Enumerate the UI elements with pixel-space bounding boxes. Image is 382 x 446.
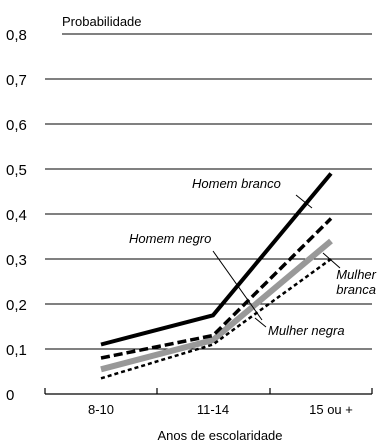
y-tick-label: 0,6 xyxy=(6,117,27,134)
y-tick-label: 0,8 xyxy=(6,27,27,44)
annotation-leader xyxy=(322,252,341,269)
x-tick-label: 8-10 xyxy=(88,402,114,417)
annotation-label: Mulher xyxy=(336,267,376,282)
y-tick-label: 0,4 xyxy=(6,207,27,224)
annotation-label: branca xyxy=(336,282,376,297)
annotation-label: Homem negro xyxy=(129,231,211,246)
x-tick-label: 11-14 xyxy=(197,402,229,417)
y-axis: 0 0,1 0,2 0,3 0,4 0,5 0,6 0,7 0,8 xyxy=(6,27,27,404)
y-tick-label: 0 xyxy=(6,387,14,404)
y-tick-label: 0,7 xyxy=(6,72,27,89)
y-axis-label: Probabilidade xyxy=(62,14,142,29)
x-axis: 8-10 11-14 15 ou + xyxy=(44,388,373,417)
y-tick-label: 0,2 xyxy=(6,297,27,314)
annotation-leader xyxy=(212,250,263,321)
y-tick-label: 0,5 xyxy=(6,162,27,179)
annotation-label: Homem branco xyxy=(192,176,281,191)
x-tick-label: 15 ou + xyxy=(309,402,353,417)
y-tick-label: 0,1 xyxy=(6,342,27,359)
series-lines xyxy=(100,172,333,380)
annotation-leader xyxy=(254,317,267,328)
series-line-homem-negro xyxy=(100,217,333,360)
y-tick-label: 0,3 xyxy=(6,252,27,269)
annotation-label: Mulher negra xyxy=(268,323,345,338)
annotation-leader xyxy=(295,194,313,209)
x-axis-label: Anos de escolaridade xyxy=(157,428,282,443)
series-line-homem-branco xyxy=(100,172,333,347)
grid xyxy=(45,33,372,350)
series-line-mulher-branca xyxy=(100,238,333,373)
series-line-mulher-negra xyxy=(100,257,332,380)
